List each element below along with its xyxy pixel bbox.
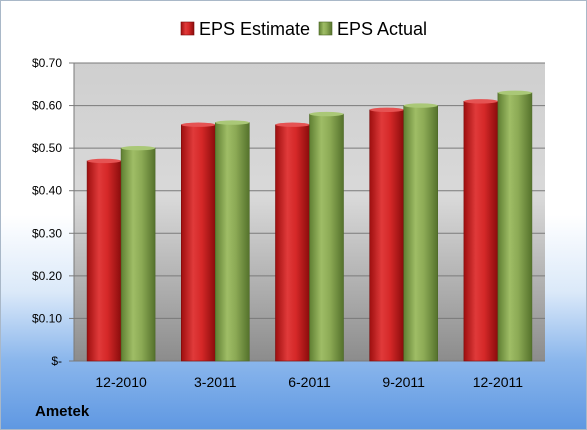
bar-top-cap	[369, 107, 404, 113]
bar-top-cap	[215, 120, 250, 125]
x-tick-label: 12-2010	[95, 374, 147, 390]
bar-eps-estimate	[181, 124, 216, 362]
bar-eps-actual	[120, 147, 156, 362]
bar-eps-estimate	[86, 160, 122, 362]
x-tick-label: 9-2011	[382, 374, 425, 390]
y-tick-label: $0.70	[32, 56, 62, 70]
legend-label: EPS Actual	[337, 19, 427, 39]
x-tick-label: 12-2011	[473, 374, 524, 390]
bar-eps-actual	[215, 122, 250, 362]
bar-eps-estimate	[369, 109, 405, 362]
bar-top-cap	[403, 103, 438, 108]
x-tick-label: 6-2011	[288, 374, 331, 390]
bars	[86, 90, 533, 362]
bar-top-cap	[497, 90, 532, 96]
legend: EPS Estimate EPS Actual	[180, 19, 427, 39]
y-tick-label: $-	[51, 354, 62, 368]
bar-top-cap	[309, 111, 344, 117]
y-tick-label: $0.10	[32, 311, 62, 325]
legend-swatch-actual	[318, 21, 333, 36]
bar-top-cap	[463, 99, 498, 104]
y-axis: $- $0.10 $0.20 $0.30 $0.40 $0.50 $0.60 $0.70	[32, 56, 75, 368]
bar-eps-actual	[403, 105, 439, 362]
y-tick-label: $0.30	[32, 226, 62, 240]
y-tick-label: $0.60	[32, 99, 62, 113]
bar-eps-actual	[497, 92, 533, 362]
legend-swatch-estimate	[180, 21, 195, 36]
bar-top-cap	[87, 158, 122, 164]
y-tick-label: $0.20	[32, 269, 62, 283]
y-tick-label: $0.40	[32, 184, 62, 198]
bar-top-cap	[181, 122, 216, 127]
bar-eps-actual	[309, 113, 344, 362]
bar-eps-estimate	[463, 101, 499, 362]
x-tick-label: 3-2011	[194, 374, 237, 390]
y-tick-label: $0.50	[32, 141, 62, 155]
legend-label: EPS Estimate	[199, 19, 310, 39]
bar-top-cap	[121, 145, 156, 151]
bar-eps-estimate	[275, 124, 310, 362]
x-axis: 12-2010 3-2011 6-2011 9-2011 12-2011	[95, 374, 523, 390]
company-label: Ametek	[35, 403, 90, 420]
bar-top-cap	[275, 122, 310, 127]
